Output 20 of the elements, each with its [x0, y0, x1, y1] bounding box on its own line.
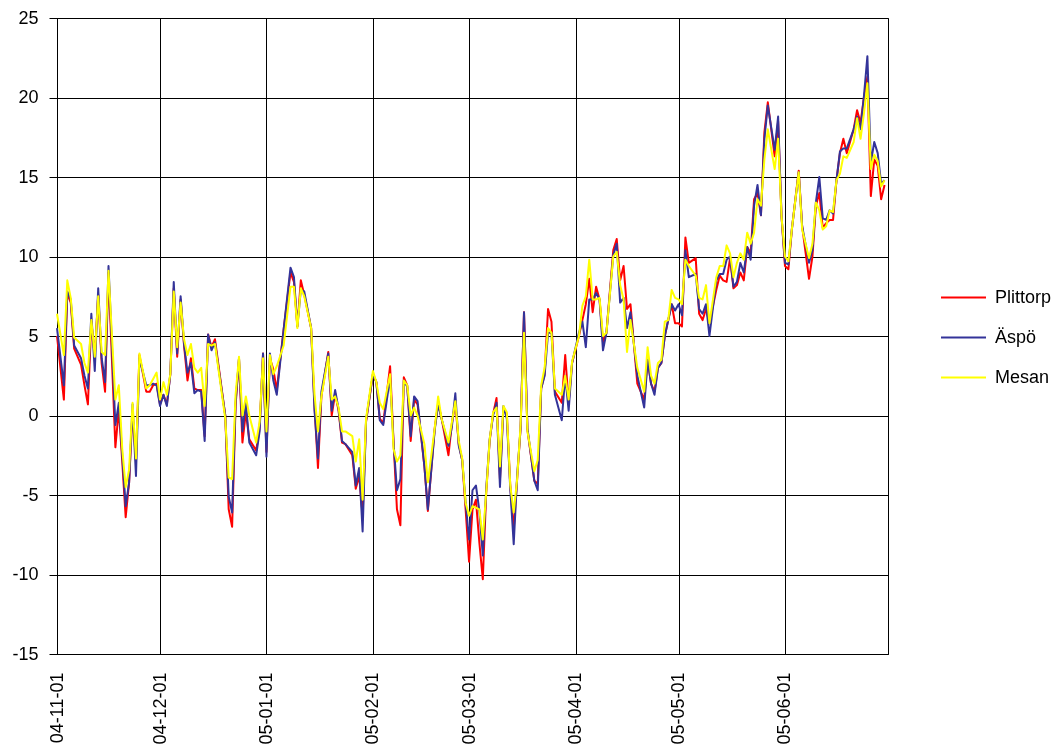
y-tick-label: 10 — [18, 246, 39, 266]
x-tick-label: 05-04-01 — [565, 672, 586, 745]
y-tick-label: -5 — [22, 484, 39, 505]
x-tick-label: 04-12-01 — [149, 672, 170, 745]
y-tick-label: 25 — [18, 7, 39, 28]
legend-label: Mesan — [995, 366, 1050, 387]
legend-label: Äspö — [995, 326, 1037, 347]
x-tick-label: 05-06-01 — [774, 672, 795, 745]
y-tick-label: 5 — [28, 325, 39, 346]
legend-label: Plittorp — [995, 286, 1052, 307]
y-tick-label: -10 — [12, 564, 39, 584]
y-tick-label: -15 — [12, 643, 39, 664]
y-tick-label: 20 — [18, 87, 39, 107]
x-tick-label: 05-03-01 — [458, 672, 479, 745]
x-tick-label: 05-02-01 — [362, 672, 383, 745]
x-tick-label: 04-11-01 — [46, 672, 67, 744]
y-tick-label: 0 — [28, 405, 39, 425]
x-tick-label: 05-05-01 — [668, 672, 689, 745]
y-tick-label: 15 — [18, 166, 39, 187]
x-tick-label: 05-01-01 — [255, 672, 276, 745]
